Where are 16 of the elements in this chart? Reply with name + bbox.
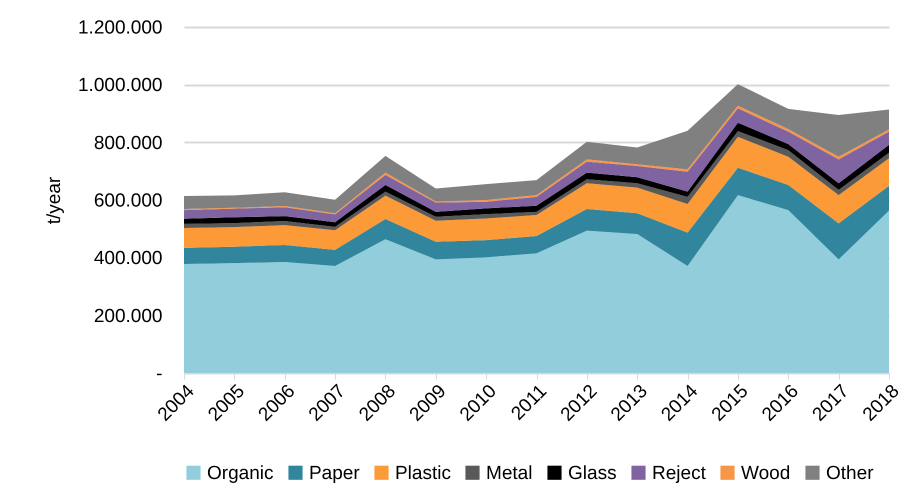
legend-label: Wood: [741, 462, 790, 484]
y-tick-label: -: [156, 364, 162, 384]
legend-label: Organic: [207, 462, 274, 484]
y-tick-label: 800.000: [94, 132, 162, 154]
legend-label: Paper: [309, 462, 360, 484]
legend-label: Other: [826, 462, 874, 484]
y-tick-label: 200.000: [94, 306, 162, 327]
legend-label: Metal: [486, 462, 532, 484]
legend-label: Glass: [568, 462, 617, 484]
legend-label: Plastic: [395, 462, 451, 484]
y-tick-label: 400.000: [94, 248, 162, 270]
y-tick-label: 1.000.000: [78, 75, 162, 96]
legend-label: Reject: [652, 462, 707, 484]
y-tick-label: 1.200.000: [78, 18, 162, 38]
y-tick-label: 600.000: [94, 190, 162, 212]
y-axis-title: t/year: [44, 176, 65, 224]
